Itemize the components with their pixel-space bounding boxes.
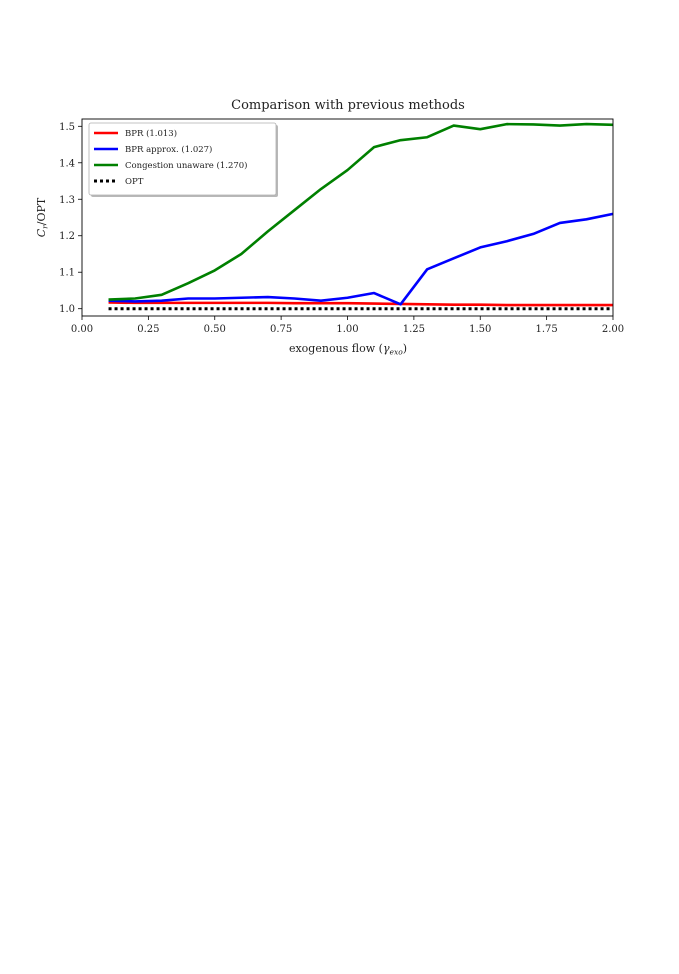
x-tick-label: 1.75 <box>535 324 557 335</box>
y-axis-ticks: 1.0 1.1 1.2 1.3 1.4 1.5 <box>59 122 82 315</box>
x-tick-label: 0.00 <box>71 324 93 335</box>
series-line-congestion-unaware-1-270 <box>108 122 614 301</box>
x-tick-label: 1.25 <box>403 324 425 335</box>
y-tick-label: 1.2 <box>59 231 75 242</box>
x-axis-ticks: 0.00 0.25 0.50 0.75 1.00 1.25 1.50 1.75 2.00 <box>71 316 624 335</box>
legend: BPR (1.013) BPR approx. (1.027) Congestion… <box>88 122 278 197</box>
y-axis-label: Cr/OPT <box>35 197 50 237</box>
x-tick-label: 0.25 <box>137 324 159 335</box>
x-tick-label: 1.00 <box>336 324 358 335</box>
x-tick-label: 2.00 <box>602 324 624 335</box>
chart-title: Comparison with previous methods <box>231 98 465 113</box>
y-tick-label: 1.1 <box>59 268 75 279</box>
legend-label-bpr-approx-1-027: BPR approx. (1.027) <box>125 144 212 155</box>
legend-label-opt: OPT <box>125 177 144 187</box>
legend-label-congestion-unaware-1-270: Congestion unaware (1.270) <box>125 160 247 171</box>
series-line-bpr-approx-1-027 <box>108 212 614 306</box>
y-tick-label: 1.4 <box>59 158 75 169</box>
series-lines <box>108 122 614 311</box>
x-axis-label: exogenous flow (γexo) <box>289 342 407 357</box>
y-tick-label: 1.5 <box>59 122 75 133</box>
y-tick-label: 1.3 <box>59 195 75 206</box>
x-tick-label: 0.50 <box>204 324 226 335</box>
legend-box <box>88 122 277 196</box>
y-tick-label: 1.0 <box>59 304 75 315</box>
legend-label-bpr-1-013: BPR (1.013) <box>125 128 177 139</box>
x-tick-label: 1.50 <box>469 324 491 335</box>
x-tick-label: 0.75 <box>270 324 292 335</box>
series-line-bpr-1-013 <box>108 301 613 307</box>
